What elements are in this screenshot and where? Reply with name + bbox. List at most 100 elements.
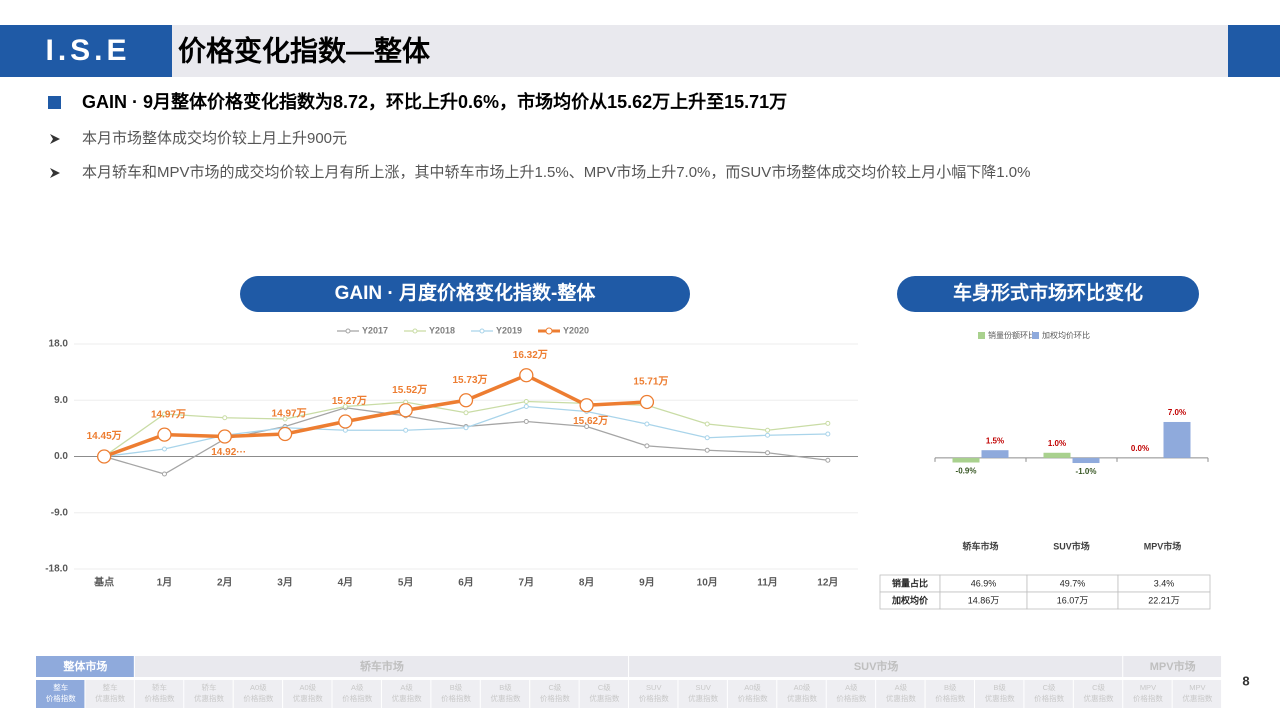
nav-item-label: 价格指数 — [342, 693, 372, 703]
bar — [1163, 421, 1191, 458]
page-number: 8 — [1242, 673, 1249, 688]
nav-item[interactable] — [1172, 680, 1222, 708]
point-label: 15.62万 — [573, 415, 608, 427]
nav-item[interactable] — [134, 680, 184, 708]
point — [342, 427, 348, 433]
point — [765, 432, 771, 438]
point — [157, 427, 172, 442]
x-tick-label: 基点 — [93, 576, 114, 589]
nav-item-label: 优惠指数 — [985, 693, 1015, 703]
page-title: 价格变化指数—整体 — [178, 34, 431, 66]
nav-item[interactable] — [678, 680, 727, 708]
point — [704, 421, 710, 427]
nav-item[interactable] — [579, 680, 629, 708]
value-label: -0.9% — [956, 467, 977, 476]
table-cell — [1117, 591, 1211, 610]
nav-item-label: 优惠指数 — [293, 693, 323, 703]
point — [825, 431, 831, 437]
nav-group[interactable] — [629, 656, 1123, 677]
nav-item-label: 整车 — [53, 682, 68, 692]
nav-item[interactable] — [332, 680, 381, 708]
bullet-square — [48, 96, 61, 109]
main-bullet: GAIN · 9月整体价格变化指数为8.72，环比上升0.6%，市场均价从15.… — [82, 91, 787, 112]
y-tick-label: -18.0 — [45, 564, 68, 575]
sub-bullet: 本月市场整体成交均价较上月上升900元 — [82, 129, 347, 147]
nav-item[interactable] — [1123, 680, 1172, 708]
x-tick-label: 2月 — [217, 577, 233, 589]
point-label: 14.97万 — [272, 408, 307, 420]
x-tick-label: 9月 — [639, 577, 655, 589]
nav-item-label: A级 — [845, 682, 858, 692]
nav-item[interactable] — [530, 680, 579, 708]
nav-item[interactable] — [629, 680, 678, 708]
legend-label: Y2019 — [496, 325, 522, 335]
nav-item[interactable] — [381, 680, 431, 708]
nav-item[interactable] — [1073, 680, 1123, 708]
nav-item[interactable] — [925, 680, 974, 708]
nav-item[interactable] — [480, 680, 530, 708]
nav-item-label: 价格指数 — [243, 693, 273, 703]
point — [523, 419, 529, 424]
nav-group[interactable] — [134, 656, 629, 677]
x-tick-label: 10月 — [697, 577, 718, 589]
point — [458, 393, 474, 408]
point — [222, 415, 228, 421]
x-tick-label: 5月 — [398, 577, 414, 589]
point — [825, 420, 831, 426]
x-tick-label: MPV市场 — [1144, 540, 1182, 551]
nav-item-label: 优惠指数 — [194, 693, 224, 703]
bullet-arrow — [50, 134, 60, 144]
point — [463, 410, 469, 416]
nav-item[interactable] — [974, 680, 1024, 708]
x-tick-label: 1月 — [157, 577, 173, 589]
legend-swatch — [978, 332, 985, 339]
point-label: 15.52万 — [392, 384, 427, 396]
nav-item[interactable] — [233, 680, 283, 708]
nav-item-label: 价格指数 — [540, 693, 570, 703]
point — [765, 450, 771, 456]
chart-title-pill — [897, 276, 1199, 312]
nav-item[interactable] — [727, 680, 777, 708]
nav-group[interactable] — [1123, 656, 1222, 677]
logo-box — [0, 25, 172, 77]
point — [161, 411, 167, 417]
nav-item[interactable] — [431, 680, 480, 708]
nav-item-label: 优惠指数 — [490, 693, 520, 703]
point — [161, 446, 167, 452]
legend-label: 销量份额环比 — [988, 330, 1036, 340]
x-tick-label: 8月 — [579, 577, 595, 589]
nav-item-label: 优惠指数 — [589, 693, 619, 703]
bar — [981, 450, 1009, 458]
nav-item[interactable] — [184, 680, 233, 708]
point — [523, 404, 529, 409]
point-label: 15.27万 — [332, 395, 367, 407]
nav-item[interactable] — [777, 680, 826, 708]
nav-item[interactable] — [283, 680, 332, 708]
legend-label: Y2017 — [362, 325, 388, 335]
nav-item[interactable] — [876, 680, 925, 708]
nav-item[interactable] — [826, 680, 876, 708]
table-text: 22.21万 — [1148, 595, 1180, 605]
table-text: 加权均价 — [891, 594, 929, 605]
nav-item[interactable] — [36, 680, 85, 708]
point — [403, 427, 409, 433]
nav-item-label: 优惠指数 — [688, 693, 718, 703]
point-label: 16.32万 — [513, 349, 548, 361]
nav-item-label: MPV — [1189, 683, 1205, 692]
nav-item-label: C级 — [548, 682, 561, 692]
nav-group[interactable] — [36, 656, 134, 677]
nav-item[interactable] — [1024, 680, 1073, 708]
nav-item-label: B级 — [499, 682, 512, 692]
legend-marker — [545, 327, 553, 335]
x-tick-label: SUV市场 — [1053, 540, 1090, 551]
nav-item-label: 优惠指数 — [787, 693, 817, 703]
nav-item[interactable] — [85, 680, 134, 708]
point — [519, 368, 534, 383]
y-tick-label: 18.0 — [49, 339, 69, 350]
nav-group-label: 整体市场 — [62, 659, 107, 673]
y-tick-label: 0.0 — [54, 451, 68, 462]
nav-item-label: 价格指数 — [441, 693, 471, 703]
value-label: 0.0% — [1131, 444, 1149, 453]
nav-item-label: 优惠指数 — [1084, 693, 1114, 703]
point-label: 14.97万 — [151, 408, 186, 420]
